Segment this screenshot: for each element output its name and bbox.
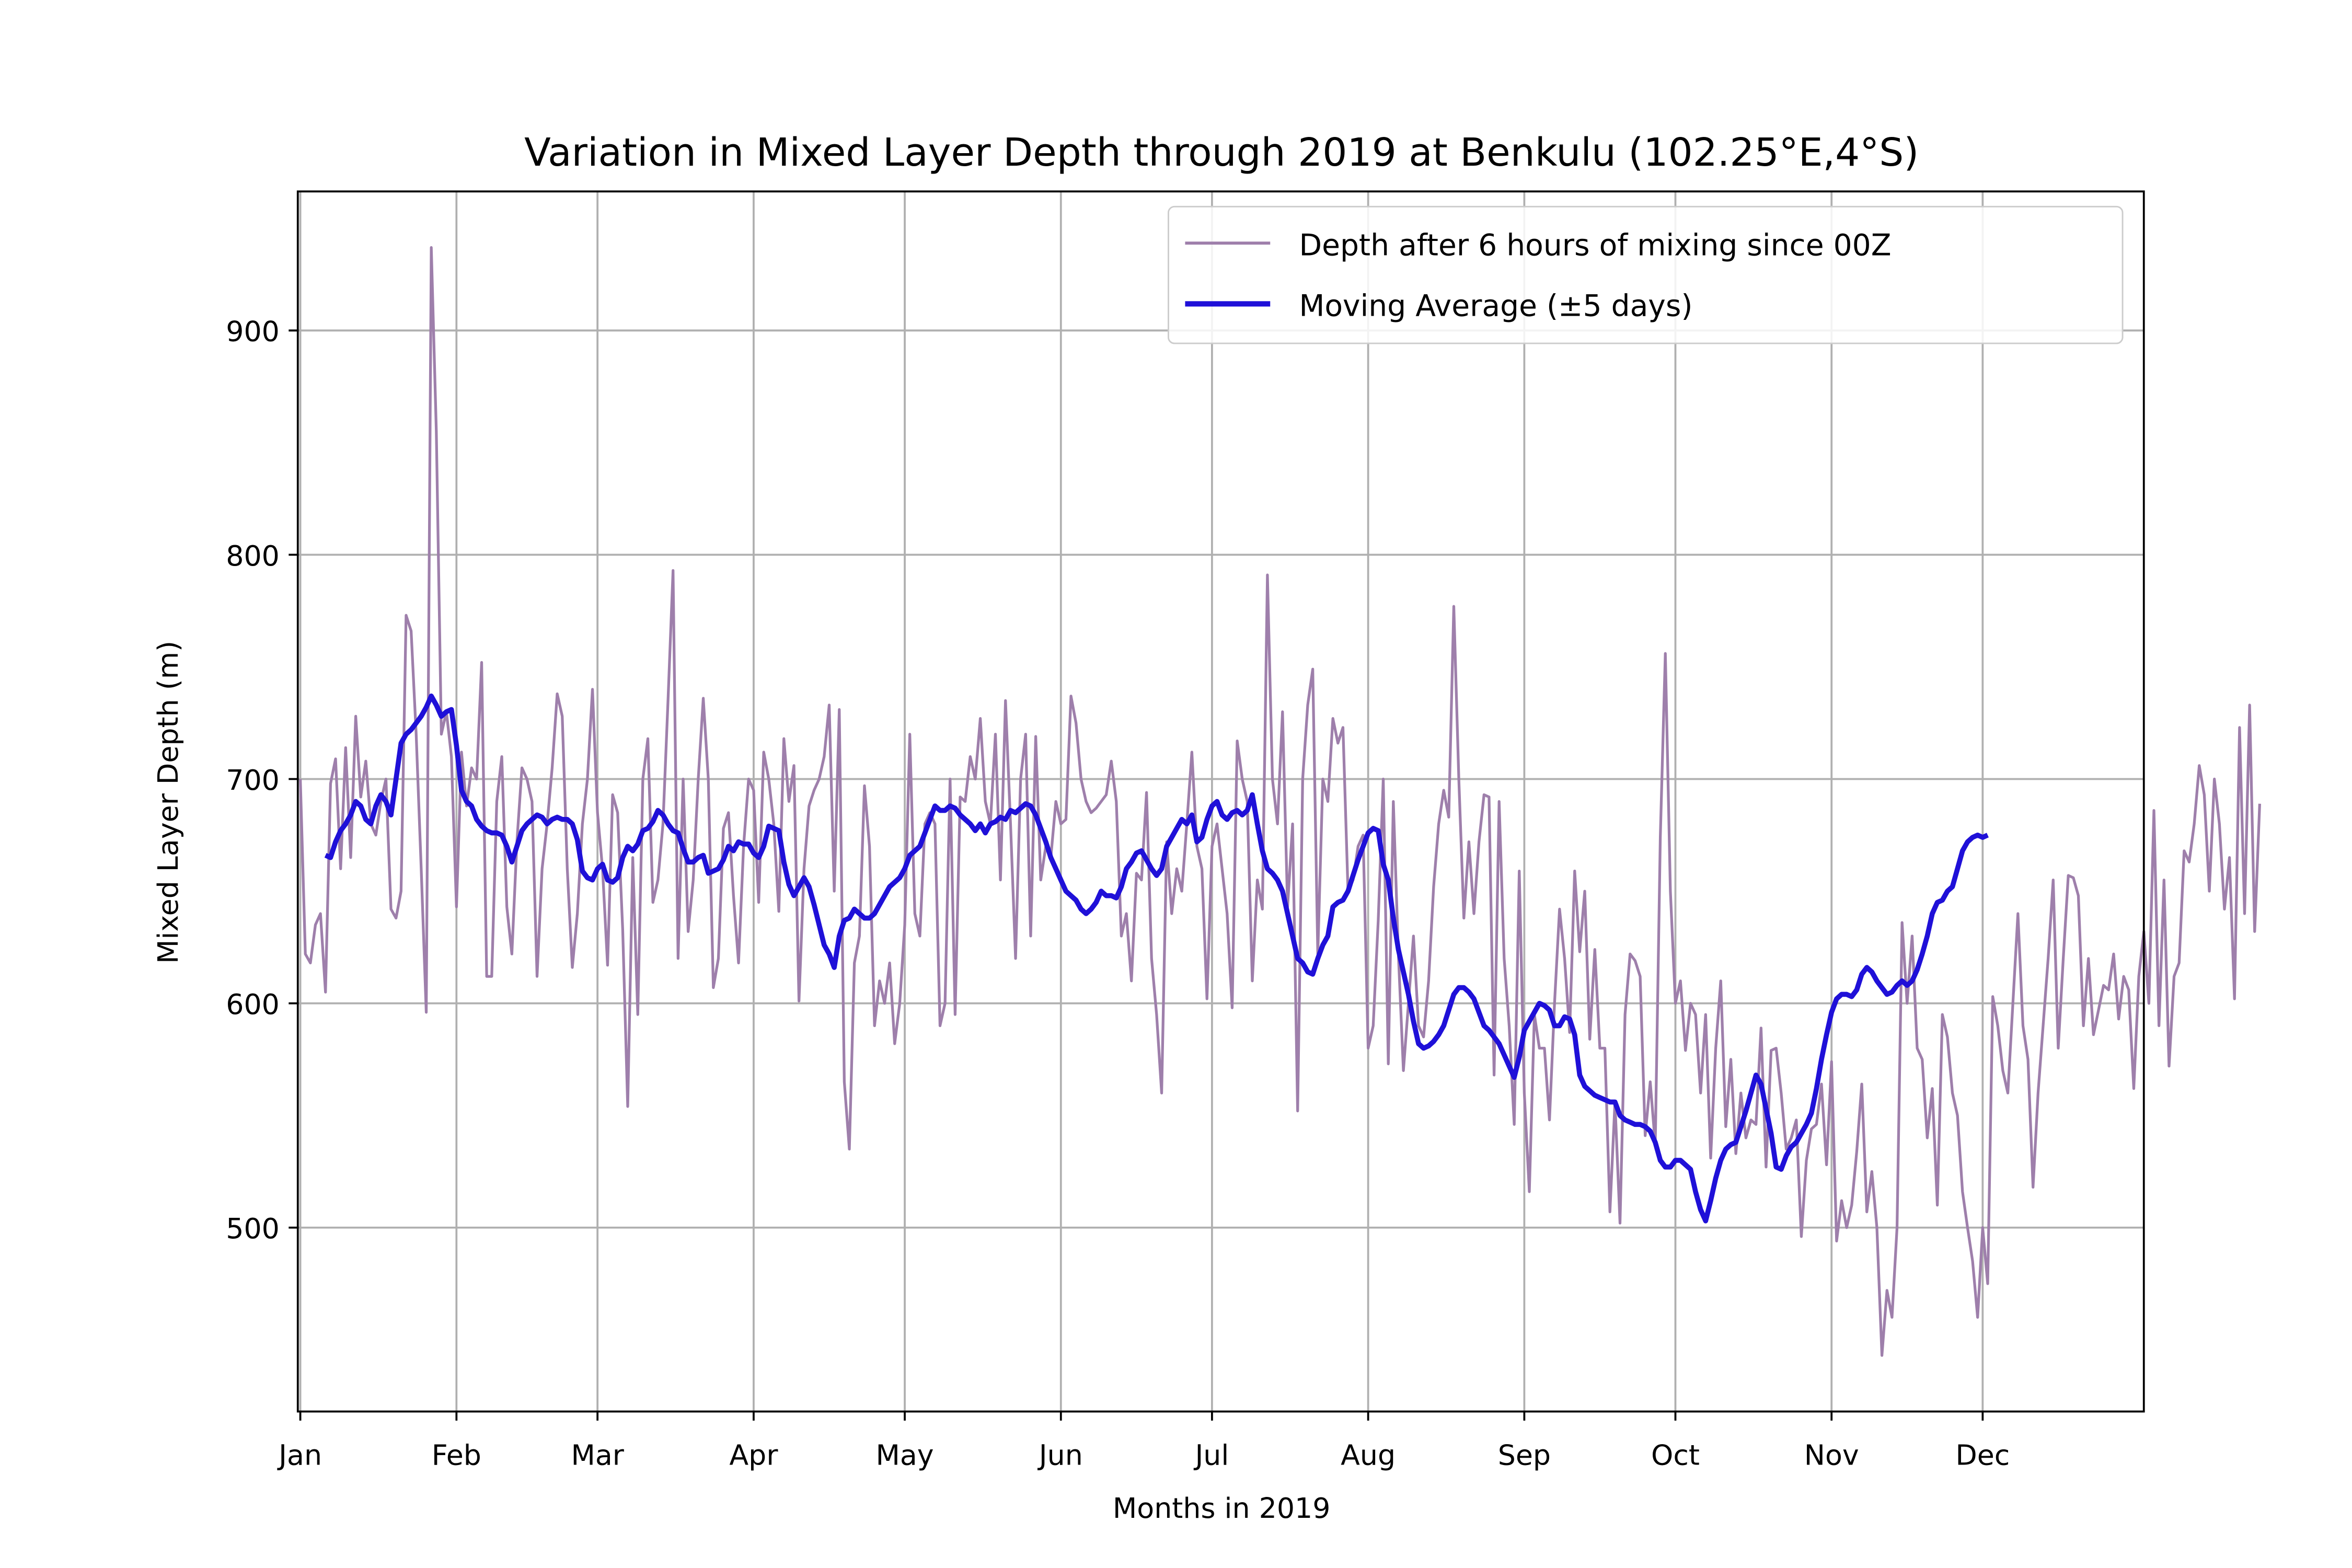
x-tick-label-dec: Dec [1955,1438,2010,1471]
x-tick-label-sep: Sep [1498,1438,1551,1471]
x-tick-label-may: May [875,1438,933,1471]
legend-label-moving-average: Moving Average (±5 days) [1299,289,1692,324]
y-tick-label-700: 700 [226,764,280,797]
x-axis-label: Months in 2019 [1113,1492,1331,1525]
x-tick-label-mar: Mar [571,1438,624,1471]
x-tick-label-jan: Jan [277,1438,322,1471]
x-tick-label-feb: Feb [432,1438,481,1471]
series-line-daily-depth [298,246,2262,1357]
y-tick-label-900: 900 [226,315,280,348]
series-layer [298,246,2262,1357]
x-tick-label-jun: Jun [1037,1438,1083,1471]
grid [297,191,2144,1412]
x-axis: Jan Feb Mar Apr May Jun Jul Aug Sep Oct Nov Dec [277,1411,2010,1471]
legend: Depth after 6 hours of mixing since 00Z … [1168,205,2124,344]
plot-frame [296,190,2145,1413]
legend-label-depth: Depth after 6 hours of mixing since 00Z [1299,228,1891,262]
x-tick-label-oct: Oct [1651,1438,1700,1471]
x-tick-label-jul: Jul [1193,1438,1229,1471]
series-line-moving-average [324,693,1989,1224]
x-tick-label-apr: Apr [729,1438,778,1471]
y-tick-label-600: 600 [226,988,280,1021]
y-axis: 500 600 700 800 900 [226,315,298,1245]
chart-title: Variation in Mixed Layer Depth through 2… [524,130,1919,175]
x-tick-label-aug: Aug [1341,1438,1396,1471]
y-tick-label-800: 800 [226,539,280,572]
legend-box [1168,205,2124,344]
x-tick-label-nov: Nov [1804,1438,1859,1471]
y-tick-label-500: 500 [226,1212,280,1245]
y-axis-label: Mixed Layer Depth (m) [152,641,185,964]
